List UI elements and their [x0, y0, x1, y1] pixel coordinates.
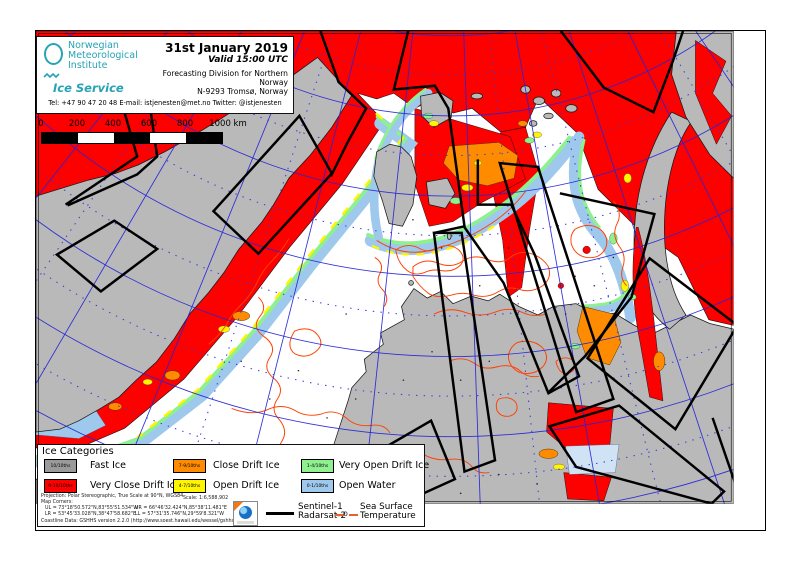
map-corners-title: Map Corners: — [41, 500, 73, 505]
scale-label-1000: 1000 km — [209, 119, 247, 129]
division-line: Forecasting Division for Northern Norway — [162, 69, 288, 87]
address-line: N-9293 Tromsø, Norway — [197, 87, 288, 96]
sst-line-symbol-right — [349, 514, 358, 516]
footprint-9 — [546, 192, 656, 395]
institute-name-1: Norwegian — [68, 40, 119, 51]
land-fjl-5 — [543, 112, 554, 120]
swatch-fast-ice: 10/10ths — [44, 459, 77, 473]
legend-box: Ice Categories 10/10ths Fast Ice 7-9/10t… — [37, 444, 429, 527]
legend-title: Ice Categories — [42, 446, 114, 457]
ice-white-sea-2 — [563, 472, 612, 502]
white-sea-water — [565, 444, 620, 475]
swatch-very-open-drift: 1-4/10ths — [301, 459, 334, 473]
scale-label-400: 400 — [104, 119, 122, 129]
scale-bar: 0 200 400 600 800 1000 km — [38, 119, 247, 149]
swatch-open-drift: 4-7/10ths — [173, 479, 206, 493]
label-fast-ice: Fast Ice — [90, 460, 126, 471]
scale-label-800: 800 — [176, 119, 194, 129]
land-fjl-4 — [565, 104, 578, 113]
scale-note: Scale: 1:6,588,902 — [183, 496, 229, 501]
footprint-13 — [559, 31, 685, 114]
corner-ul: UL = 73°18'50.572"N,83°55'51.534"W — [45, 506, 138, 511]
ice-service-label: Ice Service — [53, 81, 124, 96]
scale-label-200: 200 — [68, 119, 86, 129]
institute-name-3: Institute — [68, 60, 108, 72]
institute-name-2: Meteorological — [68, 50, 138, 62]
chart-valid-time: Valid 15:00 UTC — [208, 55, 288, 65]
footprint-5 — [392, 31, 466, 235]
land-bear-island — [408, 280, 414, 286]
label-very-close-drift: Very Close Drift Ice — [90, 480, 181, 491]
institute-logo-block: Norwegian Meteorological Institute Ice S… — [37, 37, 141, 96]
footprint-7 — [432, 231, 497, 474]
footprint-12 — [711, 417, 734, 483]
satellite-footprints — [54, 31, 734, 504]
wave-icon — [43, 73, 60, 79]
land-novaya-zemlya — [633, 111, 692, 330]
corner-ll: LL = 57°31'35.746"N,29°59'8.321"W — [135, 512, 225, 517]
sst-marker-o: o — [343, 509, 348, 518]
swatch-very-close-drift: 9-10/10ths — [44, 479, 77, 493]
footprint-1 — [54, 219, 160, 293]
polarview-logo-icon — [233, 501, 258, 526]
corner-ur: UR = 66°46'32.424"N,85°38'11.481"E — [135, 506, 227, 511]
sst-label-1: Sea Surface — [360, 502, 413, 512]
scale-bar-segments — [41, 132, 223, 144]
corner-lr: LR = 53°45'33.028"N,38°47'58.682"E — [45, 512, 137, 517]
projection-note: Projection: Polar Stereographic, True Sc… — [41, 494, 184, 499]
label-open-water: Open Water — [339, 480, 396, 491]
land-fjl-2 — [532, 96, 546, 105]
label-close-drift: Close Drift Ice — [213, 460, 280, 471]
sentinel-line-symbol — [266, 512, 294, 516]
scale-label-600: 600 — [140, 119, 158, 129]
swatch-open-water: 0-1/10ths — [301, 479, 334, 493]
sst-line-symbol-left — [335, 514, 344, 516]
land-fjl-6 — [528, 120, 538, 127]
satellite-label-2: Radarsat-2 — [298, 510, 347, 521]
footprint-3 — [211, 113, 334, 256]
label-open-drift: Open Drift Ice — [213, 480, 280, 491]
footprint-10 — [585, 256, 734, 432]
satellite-label-1: Sentinel-1 — [298, 502, 343, 512]
land-fjl-3 — [550, 89, 562, 98]
coastline-note: Coastline Data: GSHHS version 2.2.0 (htt… — [41, 519, 238, 524]
header-box: Norwegian Meteorological Institute Ice S… — [36, 36, 294, 114]
footprint-11 — [547, 404, 726, 504]
label-very-open-drift: Very Open Drift Ice — [339, 460, 430, 471]
footprint-8 — [498, 161, 615, 414]
chart-date: 31st January 2019 — [165, 41, 288, 55]
scale-label-0: 0 — [38, 119, 44, 129]
footprint-4 — [319, 31, 368, 177]
land-spitsbergen — [373, 143, 418, 227]
met-logo-icon — [44, 43, 63, 65]
sst-label-2: Temperature — [360, 510, 416, 521]
ice-open-drift — [142, 120, 632, 470]
contact-line: Tel: +47 90 47 20 48 E-mail: istjenesten… — [48, 99, 282, 107]
swatch-close-drift: 7-9/10ths — [173, 459, 206, 473]
footprint-6 — [463, 159, 581, 396]
